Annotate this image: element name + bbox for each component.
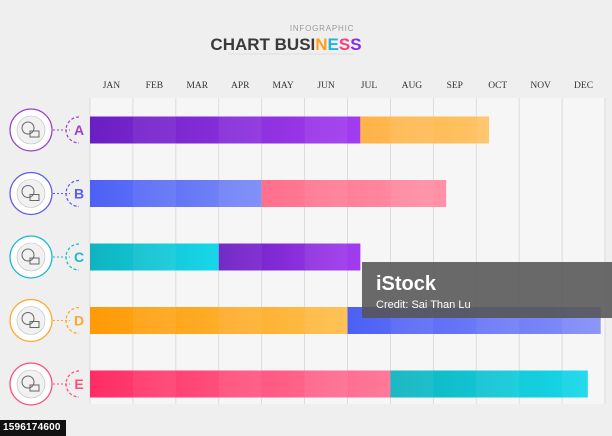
heart-hands-icon (16, 242, 46, 272)
row-bracket (65, 243, 80, 271)
icon-glyph (29, 257, 40, 265)
icon-glyph (21, 312, 35, 325)
chart-title-part: S (339, 35, 350, 54)
bar-band (476, 370, 520, 398)
bar-band (218, 307, 262, 334)
month-label: MAR (186, 81, 208, 91)
row-label: A (74, 122, 84, 138)
bar-band (132, 180, 176, 207)
bar-band (132, 243, 176, 271)
bar-band (304, 370, 348, 398)
globe-house-icon (16, 115, 46, 145)
icon-glyph (21, 375, 35, 389)
bar-segment (390, 370, 588, 398)
month-label: JAN (103, 81, 121, 91)
month-label: DEC (574, 81, 593, 91)
bar-band (390, 116, 434, 144)
bar-segment (360, 116, 490, 144)
bar-band (304, 116, 348, 144)
bar-segment (90, 243, 219, 271)
bar-band (562, 370, 588, 398)
bar-area (90, 116, 601, 398)
bar-band (304, 307, 348, 334)
month-label: FEB (146, 81, 163, 91)
bar-band (304, 243, 348, 271)
month-label: SEP (447, 81, 463, 91)
chart-title-part: CHART BUSI (210, 35, 315, 54)
icon-glyph (29, 130, 40, 138)
chart-title: CHART BUSINESS (210, 35, 361, 54)
month-axis: JAN FEB MAR APR MAY JUN JUL AUG SEP OCT NOV DEC (103, 81, 593, 91)
bar-band (132, 307, 176, 334)
chart-title-part: S (350, 35, 361, 54)
bar-band (218, 370, 262, 398)
bar-band (476, 116, 490, 144)
bar-segment (261, 180, 447, 207)
month-label: NOV (530, 81, 551, 91)
bar-band (132, 370, 176, 398)
watermark-credit: Credit: Sai Than Lu (376, 299, 471, 311)
icon-glyph (29, 321, 40, 328)
month-label: JUL (361, 81, 378, 91)
bar-band (132, 116, 176, 144)
icon-glyph (29, 384, 40, 392)
row-bracket (65, 370, 80, 398)
row-label: E (74, 376, 83, 392)
bar-segment (90, 116, 361, 144)
bar-segment (90, 180, 262, 207)
icon-glyph (21, 248, 35, 262)
watermark-logo: iStock (376, 273, 437, 295)
bar-segment (90, 370, 391, 398)
image-id-tag: 1596174600 (0, 420, 66, 436)
laptop-chat-icon (16, 369, 46, 399)
bar-band (304, 180, 348, 207)
bar-segment (90, 307, 348, 334)
chart-title-part: E (328, 35, 339, 54)
row-label: C (74, 249, 84, 265)
month-label: MAY (272, 81, 293, 91)
row-labels: A B C D E (9, 108, 84, 406)
bar-band (390, 370, 434, 398)
month-label: APR (231, 81, 250, 91)
icon-glyph (29, 194, 40, 201)
month-label: OCT (488, 81, 507, 91)
icon-glyph (21, 121, 35, 135)
month-label: AUG (402, 81, 423, 91)
idea-head-icon (16, 179, 46, 208)
watermark: iStock Credit: Sai Than Lu (362, 262, 612, 318)
chart-kicker: INFOGRAPHIC (290, 24, 354, 33)
chart-title-part: N (315, 35, 327, 54)
row-label: D (74, 313, 84, 329)
bar-band (390, 180, 434, 207)
bar-band (218, 243, 262, 271)
row-bracket (65, 179, 80, 208)
row-label: B (74, 186, 84, 202)
month-label: JUN (317, 81, 335, 91)
presentation-icon (16, 306, 46, 335)
bar-band (218, 116, 262, 144)
row-bracket (65, 116, 80, 144)
bar-segment (218, 243, 361, 271)
icon-glyph (21, 185, 35, 198)
watermark-banner (362, 262, 612, 318)
row-bracket (65, 306, 80, 335)
bar-band (218, 180, 262, 207)
